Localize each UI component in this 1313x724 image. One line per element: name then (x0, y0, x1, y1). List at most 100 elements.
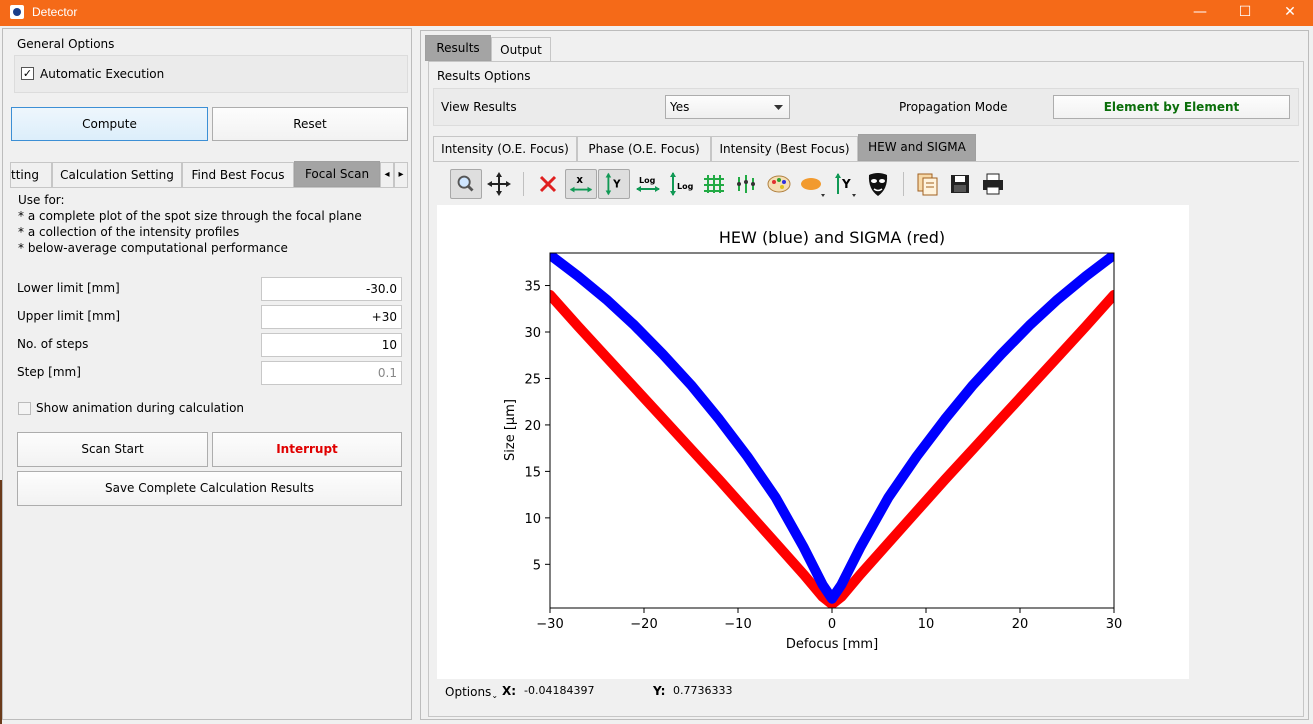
curve-style-icon[interactable] (731, 169, 761, 199)
app-icon (10, 5, 24, 19)
tab-phase-oe-focus[interactable]: Phase (O.E. Focus) (577, 136, 711, 162)
window-title: Detector (32, 5, 78, 19)
svg-text:Y: Y (841, 177, 851, 191)
propagation-mode-label: Propagation Mode (899, 100, 1008, 114)
tab-find-best-focus[interactable]: Find Best Focus (182, 162, 294, 188)
x-tick-label: −10 (724, 617, 751, 632)
upper-limit-label: Upper limit [mm] (17, 309, 121, 323)
tab-focal-scan[interactable]: Focal Scan (294, 161, 380, 187)
minimize-icon[interactable]: — (1193, 4, 1207, 20)
colormap-icon[interactable] (764, 169, 794, 199)
y-tick-label: 30 (524, 326, 541, 341)
tab-scroll-right-icon[interactable]: ▸ (394, 162, 408, 188)
symbol-icon[interactable] (797, 169, 827, 199)
view-results-select[interactable]: Yes (665, 95, 790, 119)
x-tick-label: 0 (828, 617, 836, 632)
svg-text:Log: Log (677, 182, 694, 191)
series-line-hew (550, 253, 1114, 604)
tab-divider (10, 187, 408, 188)
svg-text:Log: Log (639, 176, 656, 185)
scan-start-button[interactable]: Scan Start (17, 432, 208, 467)
y-tick-label: 5 (533, 558, 541, 573)
y-tick-label: 20 (524, 419, 541, 434)
show-animation-label: Show animation during calculation (36, 401, 245, 415)
automatic-execution-label: Automatic Execution (40, 67, 165, 81)
plot-canvas[interactable]: HEW (blue) and SIGMA (red) −30 −20 −10 0 10 2… (437, 205, 1189, 679)
results-options-heading: Results Options (437, 69, 531, 83)
automatic-execution-checkbox[interactable]: ✓ (21, 67, 34, 80)
plot-tab-divider (433, 161, 1299, 162)
use-for-line: * below-average computational performanc… (18, 241, 288, 255)
use-for-line: Use for: (18, 193, 65, 207)
num-steps-input[interactable]: 10 (261, 333, 402, 357)
plot-toolbar: x Y Log Log Y (437, 164, 1189, 204)
reset-button[interactable]: Reset (212, 107, 408, 141)
log-x-icon[interactable]: Log (633, 169, 663, 199)
desktop-edge (0, 480, 2, 724)
hew-sigma-chart: HEW (blue) and SIGMA (red) −30 −20 −10 0 10 2… (503, 228, 1123, 652)
show-animation-checkbox[interactable] (18, 402, 31, 415)
autoscale-y-icon[interactable]: Y (598, 169, 630, 199)
view-results-value: Yes (670, 100, 690, 114)
step-label: Step [mm] (17, 365, 81, 379)
tab-scroll-left-icon[interactable]: ◂ (380, 162, 394, 188)
chart-frame (549, 252, 1115, 609)
propagation-mode-button[interactable]: Element by Element (1053, 95, 1290, 119)
options-arrow-icon: ⌄ (491, 691, 499, 700)
num-steps-label: No. of steps (17, 337, 89, 351)
title-bar: Detector — ☐ ✕ (0, 0, 1313, 26)
x-tick-label: −30 (536, 617, 563, 632)
maximize-icon[interactable]: ☐ (1238, 4, 1252, 20)
x-tick-label: −20 (630, 617, 657, 632)
x-axis-label: Defocus [mm] (786, 637, 878, 652)
pan-icon[interactable] (484, 169, 514, 199)
upper-limit-input[interactable]: +30 (261, 305, 402, 329)
lower-limit-input[interactable]: -30.0 (261, 277, 402, 301)
y-tick-label: 15 (524, 465, 541, 480)
grid-icon[interactable] (698, 169, 728, 199)
interrupt-button[interactable]: Interrupt (212, 432, 402, 467)
y-tick-label: 35 (524, 280, 541, 295)
log-y-icon[interactable]: Log (665, 169, 695, 199)
zoom-icon[interactable] (450, 169, 482, 199)
use-for-line: * a collection of the intensity profiles (18, 225, 240, 239)
y-axis-icon[interactable]: Y (830, 169, 860, 199)
autoscale-x-icon[interactable]: x (565, 169, 597, 199)
options-menu[interactable]: Options⌄ (445, 685, 498, 700)
compute-button[interactable]: Compute (11, 107, 208, 141)
y-coord-value: 0.7736333 (673, 684, 733, 697)
x-tick-label: 10 (918, 617, 935, 632)
tab-intensity-best-focus[interactable]: Intensity (Best Focus) (711, 136, 858, 162)
clear-icon[interactable] (533, 169, 563, 199)
tab-results[interactable]: Results (425, 35, 491, 61)
tab-setting-partial[interactable]: tting (10, 162, 52, 188)
tab-intensity-oe-focus[interactable]: Intensity (O.E. Focus) (433, 136, 577, 162)
options-label: Options (445, 685, 492, 699)
print-icon[interactable] (978, 169, 1008, 199)
close-icon[interactable]: ✕ (1284, 4, 1296, 20)
tab-output[interactable]: Output (491, 37, 551, 62)
save-icon[interactable] (945, 169, 975, 199)
series-line-sigma (550, 289, 1114, 608)
view-results-label: View Results (441, 100, 517, 114)
copy-icon[interactable] (912, 169, 942, 199)
general-options-heading: General Options (17, 37, 115, 51)
mask-icon[interactable] (863, 169, 893, 199)
x-coord-label: X: (502, 684, 517, 698)
dropdown-arrow-icon (774, 105, 783, 110)
toolbar-separator (903, 172, 904, 196)
tab-calculation-setting[interactable]: Calculation Setting (52, 162, 182, 188)
step-input: 0.1 (261, 361, 402, 385)
y-coord-label: Y: (653, 684, 666, 698)
save-results-button[interactable]: Save Complete Calculation Results (17, 471, 402, 506)
lower-limit-label: Lower limit [mm] (17, 281, 120, 295)
use-for-line: * a complete plot of the spot size throu… (18, 209, 362, 223)
tab-hew-sigma[interactable]: HEW and SIGMA (858, 134, 976, 161)
x-tick-label: 30 (1106, 617, 1123, 632)
y-tick-label: 10 (524, 512, 541, 527)
y-tick-label: 25 (524, 372, 541, 387)
svg-text:Y: Y (612, 179, 621, 191)
x-coord-value: -0.04184397 (524, 684, 595, 697)
general-options-group (14, 55, 408, 93)
x-tick-label: 20 (1012, 617, 1029, 632)
